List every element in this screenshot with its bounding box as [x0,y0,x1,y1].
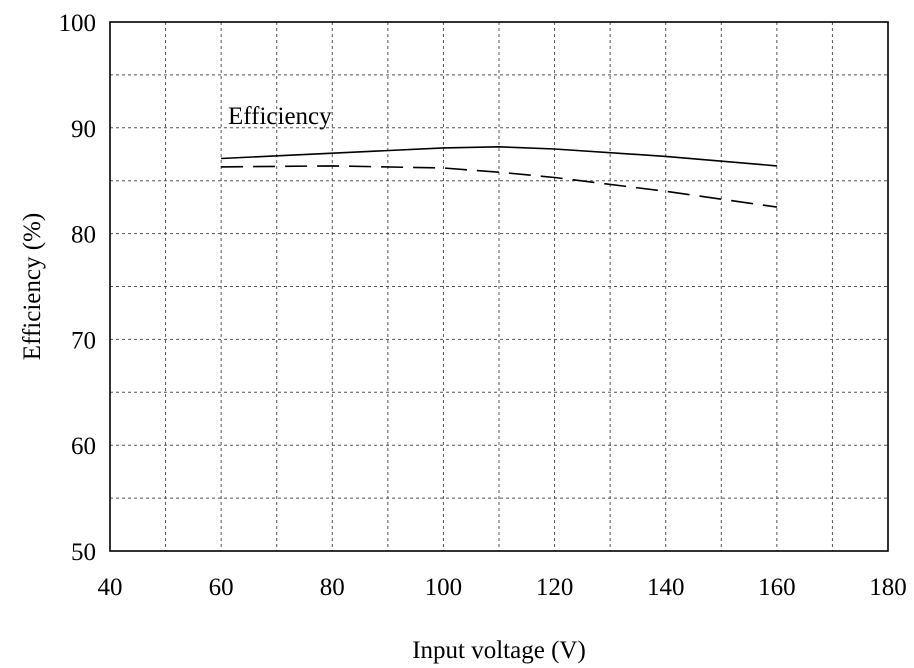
series-line-solid [221,145,777,167]
series-line-dashed [221,165,778,208]
plot-frame [109,21,889,552]
y-tick-label: 50 [71,539,96,566]
y-tick-label: 90 [71,116,96,143]
y-tick-label: 60 [71,433,96,460]
x-tick-label: 40 [98,574,123,601]
x-tick-label: 120 [536,574,574,601]
x-tick-label: 60 [209,574,234,601]
series-layer [221,145,778,208]
tick-labels: 40 60 80 100 120 140 160 180 50 60 70 80 90 100 [59,10,907,601]
x-tick-label: 100 [425,574,463,601]
grid [110,22,888,551]
y-tick-label: 80 [71,222,96,249]
efficiency-annotation: Efficiency [228,103,332,130]
x-tick-label: 180 [869,574,907,601]
x-tick-label: 80 [320,574,345,601]
x-tick-label: 140 [647,574,685,601]
y-tick-label: 100 [59,10,97,37]
x-axis-title: Input voltage (V) [412,637,586,664]
y-axis-title: Efficiency (%) [19,213,46,360]
y-tick-label: 70 [71,327,96,354]
x-tick-label: 160 [758,574,796,601]
